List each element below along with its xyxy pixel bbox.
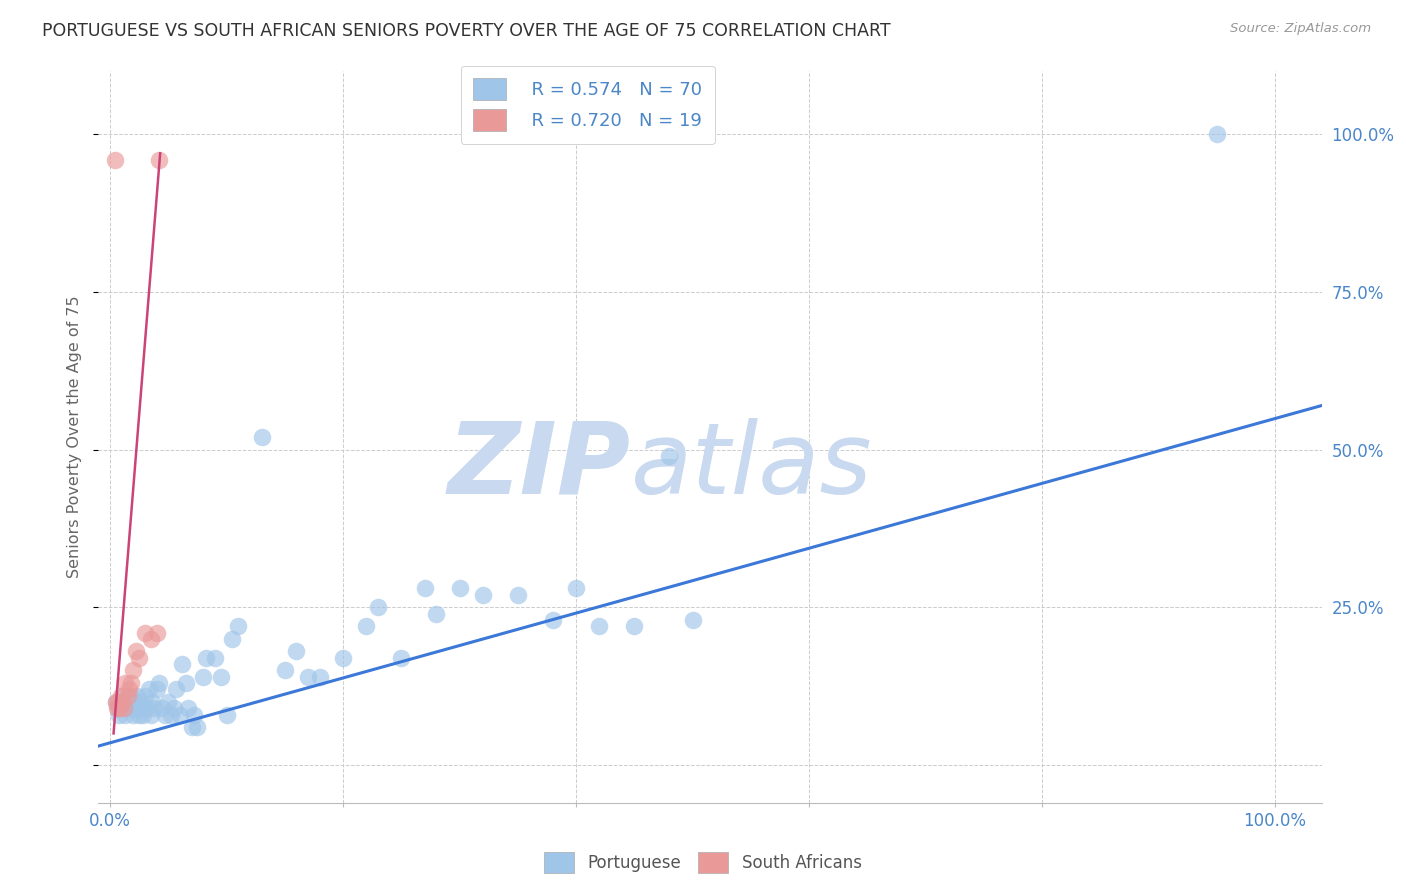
Point [297,670,319,684]
Point [166,682,188,697]
Point [541,613,564,627]
Point [172,657,194,671]
Point [367,600,389,615]
Point [104,695,127,709]
Point [157,695,180,709]
Legend: Portuguese, South Africans: Portuguese, South Africans [537,846,869,880]
Point [565,582,588,596]
Point [104,695,127,709]
Point [308,670,330,684]
Point [120,695,142,709]
Point [250,430,273,444]
Point [131,701,153,715]
Point [1205,128,1227,142]
Point [110,689,132,703]
Point [118,689,141,703]
Point [658,449,681,463]
Point [471,588,494,602]
Point [114,676,136,690]
Point [122,707,145,722]
Point [180,720,202,734]
Point [129,695,152,709]
Point [125,689,148,703]
Point [136,701,159,715]
Point [274,664,297,678]
Legend:   R = 0.574   N = 70,   R = 0.720   N = 19: R = 0.574 N = 70, R = 0.720 N = 19 [461,66,714,145]
Point [125,695,148,709]
Point [134,689,156,703]
Point [148,676,170,690]
Point [111,701,134,715]
Point [215,707,238,722]
Point [107,695,129,709]
Point [120,676,142,690]
Point [209,670,232,684]
Point [413,582,436,596]
Point [124,701,146,715]
Point [152,701,174,715]
Point [204,650,226,665]
Point [108,701,131,715]
Point [159,707,181,722]
Point [128,650,150,665]
Point [112,701,135,715]
Point [111,695,134,709]
Point [118,701,141,715]
Point [153,707,176,722]
Point [588,619,610,633]
Point [107,701,129,715]
Point [186,720,208,734]
Y-axis label: Seniors Poverty Over the Age of 75: Seniors Poverty Over the Age of 75 [67,296,83,578]
Point [131,707,153,722]
Point [425,607,447,621]
Point [682,613,704,627]
Point [169,707,191,722]
Point [139,632,162,646]
Point [174,676,197,690]
Point [145,682,167,697]
Point [143,701,166,715]
Point [108,707,131,722]
Point [285,644,308,658]
Point [356,619,378,633]
Point [105,701,128,715]
Point [163,701,186,715]
Point [389,650,412,665]
Point [177,701,200,715]
Text: PORTUGUESE VS SOUTH AFRICAN SENIORS POVERTY OVER THE AGE OF 75 CORRELATION CHART: PORTUGUESE VS SOUTH AFRICAN SENIORS POVE… [42,22,891,40]
Point [121,701,143,715]
Point [506,588,529,602]
Point [623,619,645,633]
Text: ZIP: ZIP [447,417,630,515]
Point [112,689,135,703]
Point [104,153,127,167]
Point [127,701,149,715]
Point [221,632,243,646]
Point [139,707,162,722]
Point [332,650,354,665]
Point [183,707,205,722]
Point [118,682,141,697]
Point [449,582,471,596]
Point [226,619,249,633]
Point [117,689,139,703]
Point [122,664,145,678]
Point [148,153,170,167]
Text: Source: ZipAtlas.com: Source: ZipAtlas.com [1230,22,1371,36]
Point [134,625,156,640]
Point [194,650,217,665]
Point [145,625,167,640]
Text: atlas: atlas [630,417,872,515]
Point [111,695,134,709]
Point [114,707,136,722]
Point [125,644,148,658]
Point [138,682,160,697]
Point [141,695,163,709]
Point [117,695,139,709]
Point [193,670,215,684]
Point [128,707,150,722]
